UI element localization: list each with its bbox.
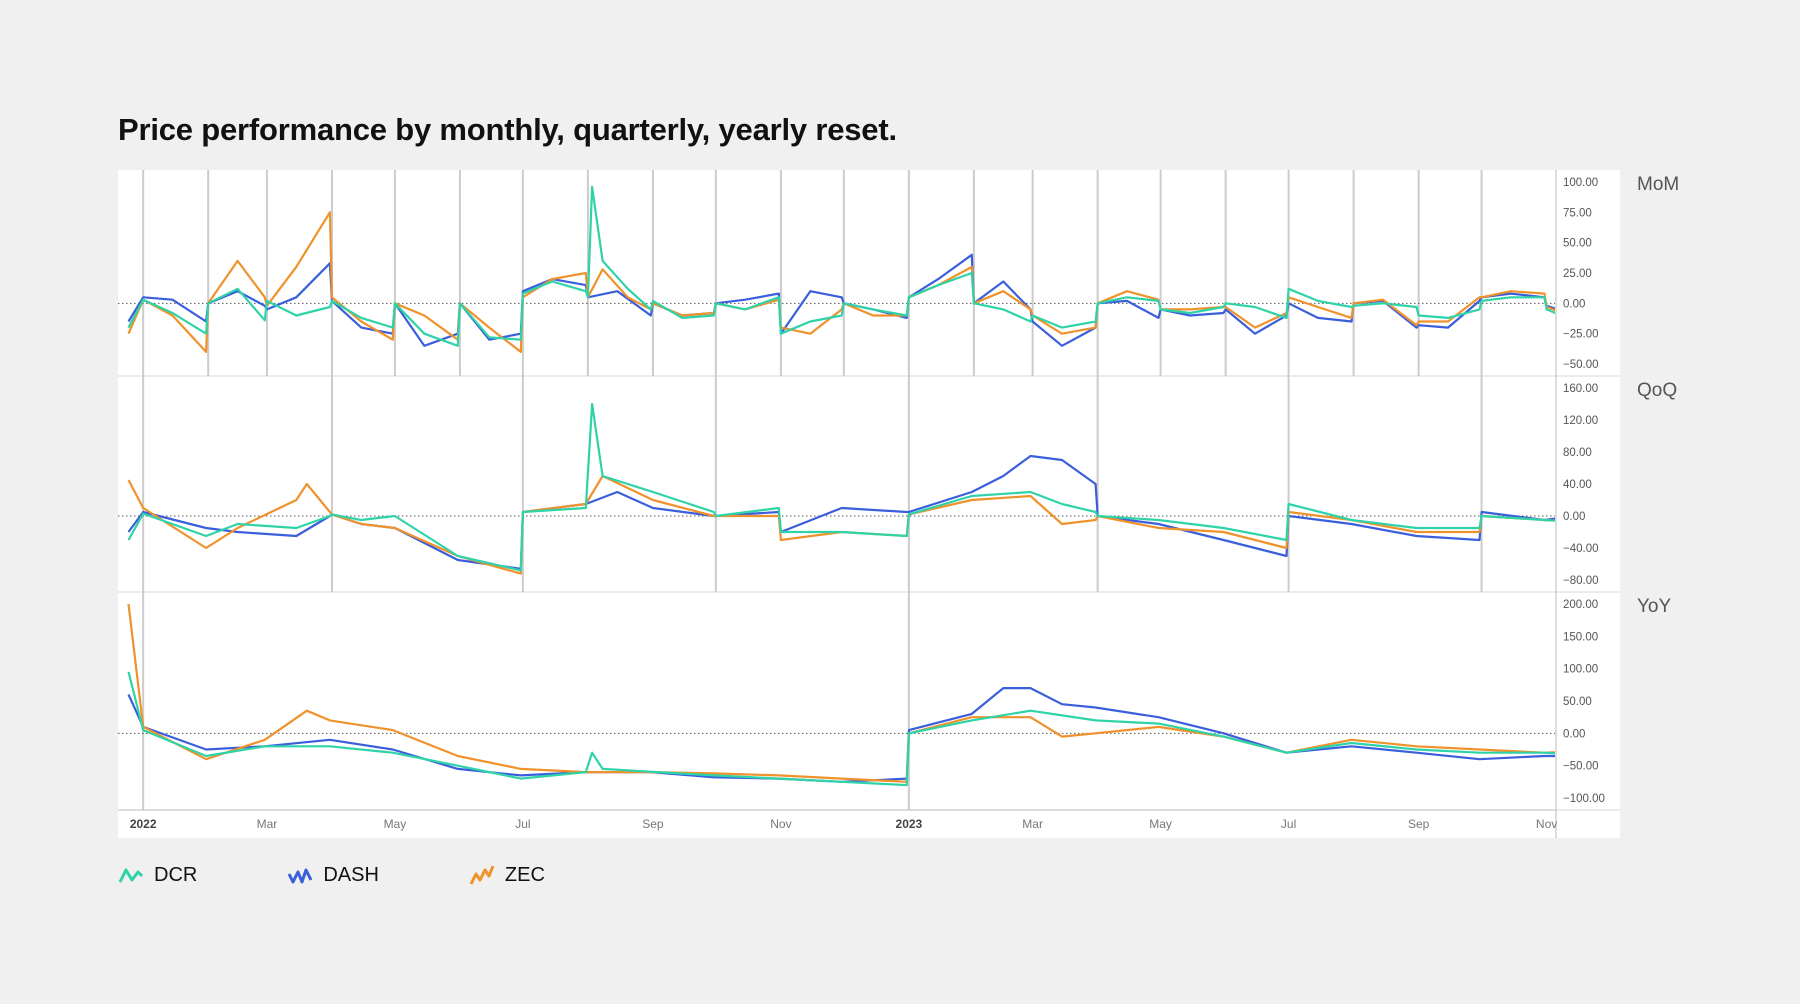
panel-label-mom: MoM [1637,174,1679,195]
y-tick-label: 150.00 [1563,631,1598,643]
y-tick-label: 100.00 [1563,177,1598,189]
series-zec-line [127,603,1555,783]
x-tick-label: Sep [1408,817,1430,831]
dash-line-icon [288,868,313,884]
series-dcr-line [127,185,1555,347]
legend-item-dcr[interactable]: DCR [118,862,197,888]
y-tick-label: 25.00 [1563,268,1592,280]
plot-background [118,170,1620,838]
y-tick-label: 50.00 [1563,696,1592,708]
x-tick-label: Mar [257,817,278,831]
y-tick-label: 40.00 [1563,479,1592,491]
legend-label-dash: DASH [323,863,379,886]
y-tick-label: 0.00 [1563,511,1585,523]
x-tick-label: 2022 [130,817,157,831]
y-tick-label: 100.00 [1563,664,1598,676]
y-tick-label: −80.00 [1563,575,1599,587]
panel-label-yoy: YoY [1637,596,1671,617]
y-tick-label: 0.00 [1563,728,1585,740]
y-tick-label: −25.00 [1563,329,1599,341]
y-tick-label: 80.00 [1563,447,1592,459]
x-tick-label: Sep [642,817,664,831]
y-tick-label: 200.00 [1563,599,1598,611]
x-tick-label: May [384,817,407,831]
legend-item-dash[interactable]: DASH [287,862,379,888]
x-tick-label: Nov [770,817,791,831]
chart-title: Price performance by monthly, quarterly,… [118,112,897,147]
x-tick-label: Jul [1281,817,1296,831]
panel-mom: 100.00 75.00 50.00 25.00 0.00 −25.00 −50.00 MoM [118,170,1679,377]
y-tick-label: 0.00 [1563,298,1585,310]
legend-item-zec[interactable]: ZEC [469,862,545,888]
panel-qoq: 160.00 120.00 80.00 40.00 0.00 −40.00 −80.00 Qo… [118,376,1677,593]
y-tick-label: −50.00 [1563,761,1599,773]
legend-label-zec: ZEC [504,863,545,886]
legend-label-dcr: DCR [154,863,198,886]
y-tick-label: −40.00 [1563,543,1599,555]
series-dcr-line [127,402,1555,572]
x-tick-label: May [1149,817,1172,831]
dcr-line-icon [118,868,144,883]
legend: DCR DASH ZEC [118,862,635,888]
y-tick-label: 160.00 [1563,383,1598,395]
x-tick-label: 2023 [896,817,923,831]
y-tick-label: 120.00 [1563,415,1598,427]
x-tick-label: Mar [1022,817,1043,831]
zec-line-icon [469,865,495,885]
x-tick-label: Jul [515,817,530,831]
x-tick-label: Nov [1536,817,1557,831]
y-tick-label: 50.00 [1563,238,1592,250]
y-tick-label: 75.00 [1563,207,1592,219]
y-tick-label: −100.00 [1563,793,1605,805]
series-dcr-line [127,671,1555,787]
panel-label-qoq: QoQ [1637,380,1677,401]
y-tick-label: −50.00 [1563,359,1599,371]
